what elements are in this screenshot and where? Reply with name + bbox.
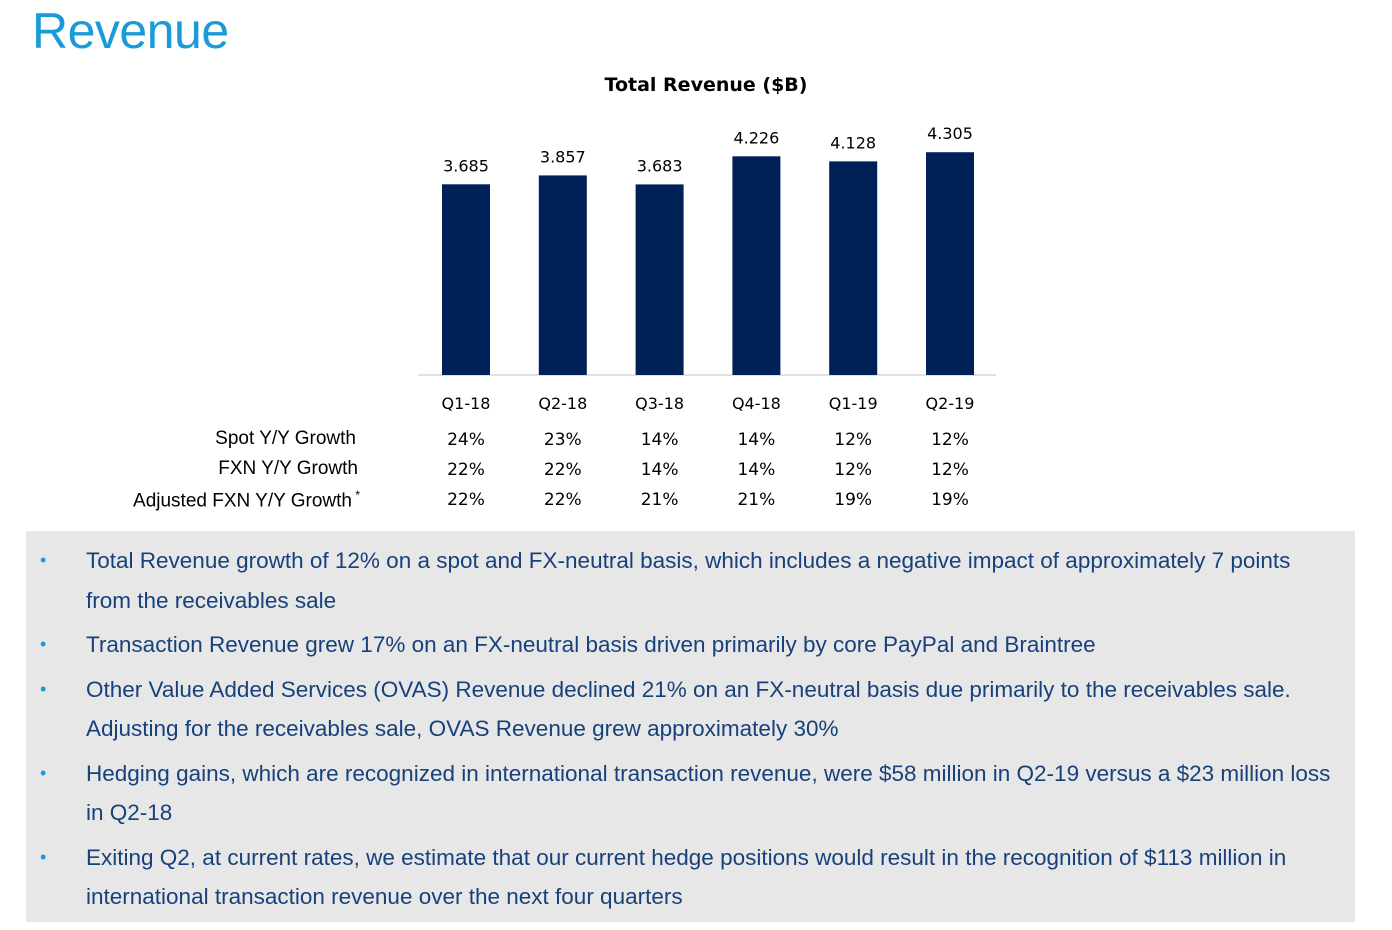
bullet-icon: •: [40, 634, 47, 654]
x-tick-label: Q2-19: [926, 394, 975, 413]
growth-cell: 21%: [737, 490, 776, 510]
bullet-icon: •: [40, 846, 47, 867]
growth-cell: 22%: [543, 490, 582, 510]
growth-cell: 14%: [640, 460, 679, 480]
note-text: Transaction Revenue grew 17% on an FX-ne…: [86, 632, 1096, 657]
growth-cell: 23%: [543, 430, 582, 450]
bar-q2-18: [538, 175, 587, 375]
bullet-icon: •: [40, 678, 47, 699]
x-tick-label: Q4-18: [732, 394, 781, 413]
note-text: Other Value Added Services (OVAS) Revenu…: [86, 676, 1291, 742]
growth-cell: 12%: [834, 460, 873, 480]
growth-row-label-text: Spot Y/Y Growth: [215, 428, 356, 449]
bars-group: [442, 152, 974, 375]
data-label: 4.305: [927, 124, 973, 143]
note-text: Hedging gains, which are recognized in i…: [86, 760, 1331, 826]
growth-cell: 12%: [834, 430, 873, 450]
note-item: • Total Revenue growth of 12% on a spot a…: [26, 541, 1355, 620]
data-label: 3.857: [540, 147, 586, 166]
growth-cell: 14%: [640, 430, 679, 450]
growth-row-label-text: Adjusted FXN Y/Y Growth: [133, 490, 352, 512]
data-label: 4.226: [733, 128, 779, 147]
note-text: Total Revenue growth of 12% on a spot an…: [86, 548, 1291, 613]
note-item: • Exiting Q2, at current rates, we estima…: [26, 838, 1355, 917]
footnote-marker: *: [351, 488, 360, 502]
growth-cell: 22%: [447, 460, 485, 480]
growth-cell: 22%: [447, 490, 485, 510]
bar-q3-18: [635, 184, 684, 375]
note-text: Exiting Q2, at current rates, we estimat…: [86, 844, 1287, 910]
page-title: Revenue: [32, 3, 229, 59]
x-ticks-group: Q1-18 Q2-18 Q3-18 Q4-18 Q1-19 Q2-19: [442, 394, 975, 413]
growth-row-label: FXN Y/Y Growth: [98, 458, 358, 480]
data-label: 3.683: [637, 156, 683, 175]
growth-cell: 21%: [640, 490, 679, 510]
x-tick-label: Q2-18: [538, 394, 587, 413]
bullet-icon: •: [40, 762, 47, 783]
notes-panel: • Total Revenue growth of 12% on a spot a…: [26, 531, 1355, 922]
note-item: • Transaction Revenue grew 17% on an FX-n…: [26, 625, 1355, 665]
growth-cell: 22%: [543, 460, 582, 480]
growth-cell: 19%: [931, 490, 969, 510]
note-item: • Hedging gains, which are recognized in …: [26, 754, 1355, 833]
growth-cell: 24%: [447, 430, 485, 450]
bullet-icon: •: [40, 550, 47, 570]
chart-title: Total Revenue ($B): [605, 74, 808, 96]
growth-cell: 19%: [834, 490, 873, 510]
growth-cell: 14%: [737, 460, 776, 480]
x-tick-label: Q1-19: [829, 394, 878, 413]
bar-q1-19: [829, 161, 878, 375]
growth-cell: 12%: [931, 430, 969, 450]
revenue-bar-chart: Total Revenue ($B) 3.685 3.857 3.683 4.226 4…: [418, 74, 996, 413]
note-item: • Other Value Added Services (OVAS) Reven…: [26, 670, 1355, 749]
x-tick-label: Q3-18: [635, 394, 684, 413]
data-label: 4.128: [830, 133, 876, 152]
growth-row-label-text: FXN Y/Y Growth: [218, 458, 358, 479]
bar-q4-18: [732, 156, 781, 375]
data-labels-group: 3.685 3.857 3.683 4.226 4.128 4.305: [443, 124, 973, 175]
data-label: 3.685: [443, 156, 489, 175]
bar-q1-18: [442, 184, 490, 375]
bar-q2-19: [926, 152, 974, 375]
growth-row-label: Spot Y/Y Growth: [96, 428, 356, 450]
growth-cell: 12%: [931, 460, 969, 480]
growth-cell: 14%: [737, 430, 776, 450]
growth-row-label: Adjusted FXN Y/Y Growth *: [100, 488, 360, 512]
x-tick-label: Q1-18: [442, 394, 491, 413]
